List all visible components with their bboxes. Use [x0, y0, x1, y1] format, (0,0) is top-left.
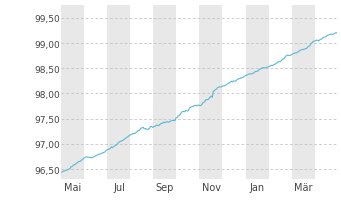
- Bar: [61, 6, 84, 179]
- Bar: [199, 6, 222, 179]
- Bar: [107, 6, 130, 179]
- Bar: [292, 6, 315, 179]
- Bar: [153, 6, 177, 179]
- Bar: [246, 6, 269, 179]
